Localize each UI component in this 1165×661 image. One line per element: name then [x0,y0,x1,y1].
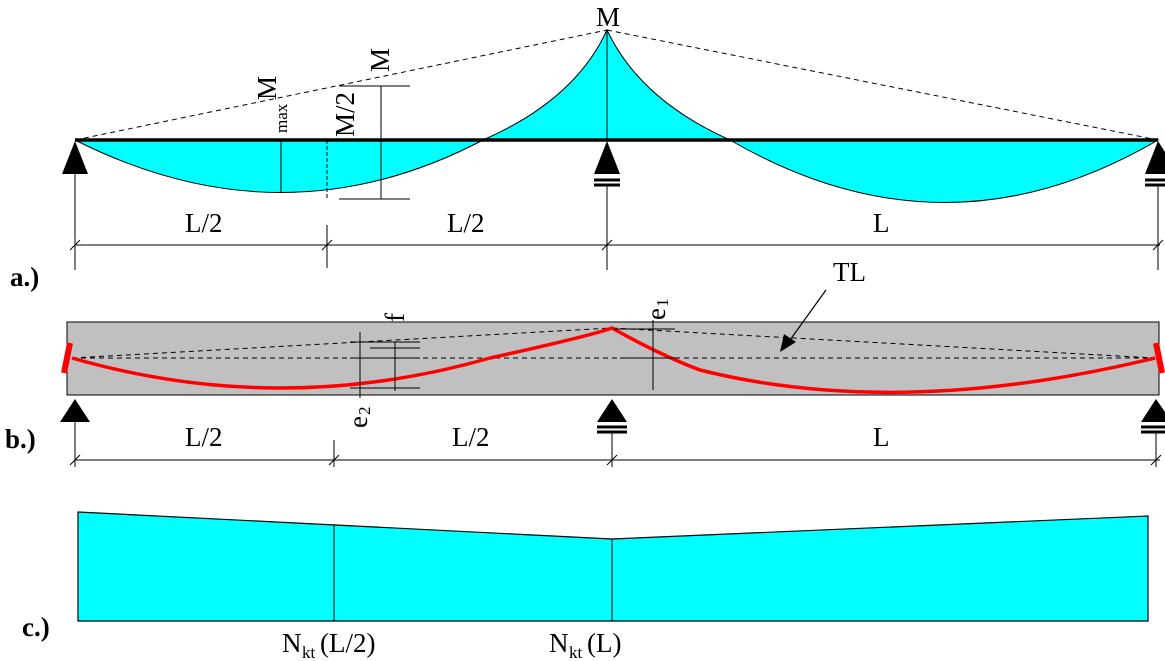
support-moment-label: M [596,2,620,32]
n-kt-full-subscript: kt [569,643,583,661]
panel-c-tag: c.) [22,612,50,642]
span-label-b-left: L/2 [185,422,223,452]
panel-b: TL f e 1 e 2 L/2 L/2 L b.) [5,257,1165,467]
moment-area-left-span [74,139,484,193]
prestress-force-area [77,511,1149,622]
pin-support-left [62,141,88,270]
n-kt-half-subscript: kt [302,643,316,661]
m-dimension-label: M [365,48,395,72]
anchor-right [1153,342,1165,374]
moment-closing-line-right [606,29,1159,141]
roller-support-middle [594,141,620,270]
roller-support-right [1145,141,1165,270]
span-label-b-mid: L/2 [452,422,490,452]
mmax-label: M [252,76,282,100]
e1-subscript: 1 [653,299,672,308]
span-label-b-right: L [873,422,890,452]
tendon-profile [71,326,1156,395]
panel-b-tag: b.) [5,424,36,454]
e1-label: e [641,308,671,320]
n-kt-full-label: N [549,628,569,658]
panel-c: c.) N kt (L/2) N kt (L) [22,511,1149,661]
tl-label: TL [833,257,866,287]
roller-support-b-middle [597,399,627,467]
anchor-left [61,342,73,374]
n-kt-half-argument: (L/2) [320,628,375,658]
e1-dimension [614,320,678,390]
tl-arrow-line [789,289,827,341]
e2-label: e [343,416,373,428]
n-kt-half-label: N [282,628,302,658]
transformed-line-left [71,327,613,359]
f-e2-dimension [350,332,420,398]
panel-a-tag: a.) [10,262,39,292]
e2-subscript: 2 [355,407,374,416]
tl-arrow-head [780,334,796,352]
mmax-subscript: max [272,103,291,133]
span-label-a-right: L [873,208,890,238]
moment-area-right-span [728,139,1160,203]
moment-closing-line-left [74,29,608,141]
f-label: f [380,313,410,322]
span-label-a-mid: L/2 [447,208,485,238]
pin-support-b-left [60,399,90,467]
transformed-line-right [611,327,1156,359]
m-half-label: M/2 [330,92,360,137]
panel-a: M M max M/2 M L/2 L/2 L a.) [10,2,1165,292]
n-kt-full-argument: (L) [587,628,621,658]
span-ticks-a [69,239,1164,251]
span-label-a-left: L/2 [185,208,223,238]
span-ticks-b [69,454,1162,466]
roller-support-b-right [1141,399,1165,467]
